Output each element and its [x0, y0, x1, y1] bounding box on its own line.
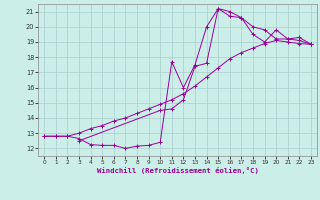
X-axis label: Windchill (Refroidissement éolien,°C): Windchill (Refroidissement éolien,°C): [97, 167, 259, 174]
